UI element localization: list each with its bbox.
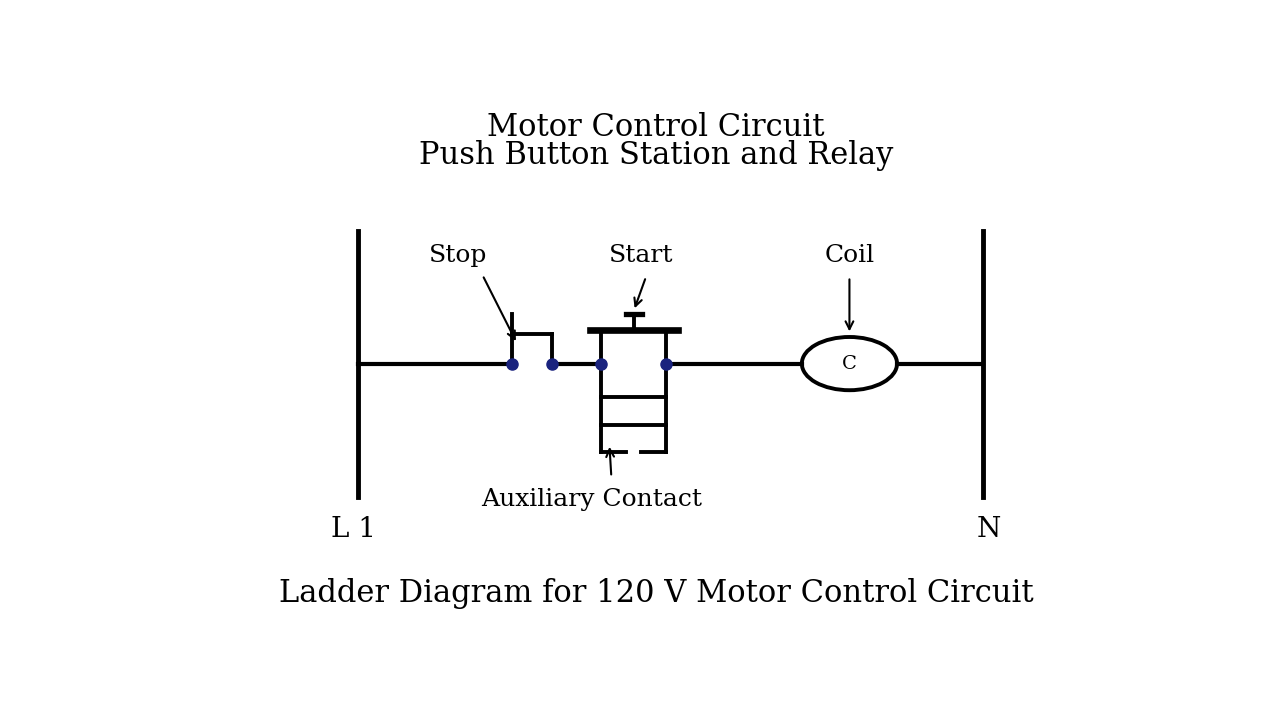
Text: Start: Start [609,244,673,267]
Text: Coil: Coil [824,244,874,267]
Text: L 1: L 1 [332,516,376,543]
Text: Stop: Stop [429,244,486,267]
Text: Ladder Diagram for 120 V Motor Control Circuit: Ladder Diagram for 120 V Motor Control C… [279,578,1033,609]
Text: N: N [977,516,1001,543]
Text: Auxiliary Contact: Auxiliary Contact [481,488,701,511]
Text: Push Button Station and Relay: Push Button Station and Relay [419,140,893,171]
Text: Motor Control Circuit: Motor Control Circuit [488,112,824,143]
Text: C: C [842,354,856,373]
